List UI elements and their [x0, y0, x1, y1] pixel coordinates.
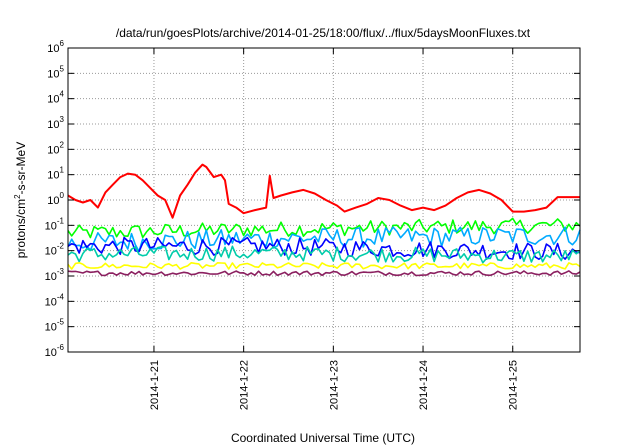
series-line-1 [67, 163, 580, 219]
y-tick-base: 10 [47, 94, 59, 106]
y-tick-base: 10 [45, 322, 57, 334]
y-tick-label: 10-1 [45, 216, 65, 232]
y-tick-base: 10 [47, 68, 59, 80]
y-tick-exponent: 5 [60, 64, 65, 73]
y-axis-label-part-2: -s-sr-MeV [14, 142, 28, 195]
y-tick-base: 10 [45, 246, 57, 258]
y-tick-base: 10 [45, 296, 57, 308]
y-tick-label: 10-5 [45, 318, 65, 334]
y-tick-label: 102 [47, 140, 64, 156]
y-tick-exponent: 3 [60, 115, 65, 124]
x-axis-ticks: 2014-1-21 2014-1-22 2014-1-23 2014-1-24 2014… [149, 48, 520, 410]
y-tick-exponent: 2 [60, 140, 65, 149]
y-tick-exponent: -5 [57, 318, 65, 327]
y-tick-exponent: -6 [57, 343, 65, 352]
y-tick-label: 10-2 [45, 242, 65, 258]
y-axis-label-superscript: 2 [13, 194, 22, 199]
chart-title: /data/run/goesPlots/archive/2014-01-25/1… [116, 26, 531, 40]
series-group [67, 163, 581, 277]
series-line-7 [67, 270, 581, 277]
y-tick-exponent: 4 [60, 90, 65, 99]
y-axis-label-part-1: protons/cm [14, 199, 28, 258]
y-tick-base: 10 [47, 144, 59, 156]
y-tick-base: 10 [47, 195, 59, 207]
x-tick-label: 2014-1-22 [239, 360, 251, 410]
y-tick-exponent: -4 [57, 292, 65, 301]
x-tick-label: 2014-1-23 [328, 360, 340, 410]
y-tick-exponent: -3 [57, 267, 65, 276]
y-tick-exponent: -1 [57, 216, 65, 225]
series-line-5 [67, 245, 581, 264]
y-tick-base: 10 [45, 220, 57, 232]
y-tick-exponent: 1 [60, 166, 65, 175]
x-tick-label: 2014-1-21 [149, 360, 161, 410]
y-tick-exponent: -2 [57, 242, 65, 251]
series-line-3 [67, 226, 581, 253]
y-tick-label: 100 [47, 191, 64, 207]
y-tick-base: 10 [47, 119, 59, 131]
y-tick-base: 10 [47, 43, 59, 55]
y-tick-base: 10 [47, 170, 59, 182]
y-tick-label: 105 [47, 64, 64, 80]
y-tick-base: 10 [45, 271, 57, 283]
series-line-2 [67, 217, 581, 239]
y-tick-label: 103 [47, 115, 64, 131]
y-tick-label: 10-3 [45, 267, 65, 283]
y-tick-exponent: 6 [60, 39, 65, 48]
y-tick-label: 104 [47, 90, 64, 106]
y-tick-label: 101 [47, 166, 64, 182]
y-axis-label: protons/cm2-s-sr-MeV [13, 142, 28, 258]
y-tick-label: 10-4 [45, 292, 65, 308]
x-axis-label: Coordinated Universal Time (UTC) [231, 431, 415, 445]
series-line-6 [67, 262, 581, 270]
y-axis-ticks: 10-610-510-410-310-210-11001011021031041… [45, 39, 580, 359]
x-tick-label: 2014-1-24 [418, 360, 430, 410]
y-tick-exponent: 0 [60, 191, 65, 200]
y-tick-base: 10 [45, 347, 57, 359]
y-tick-label: 106 [47, 39, 64, 55]
y-tick-label: 10-6 [45, 343, 65, 359]
x-tick-label: 2014-1-25 [508, 360, 520, 410]
